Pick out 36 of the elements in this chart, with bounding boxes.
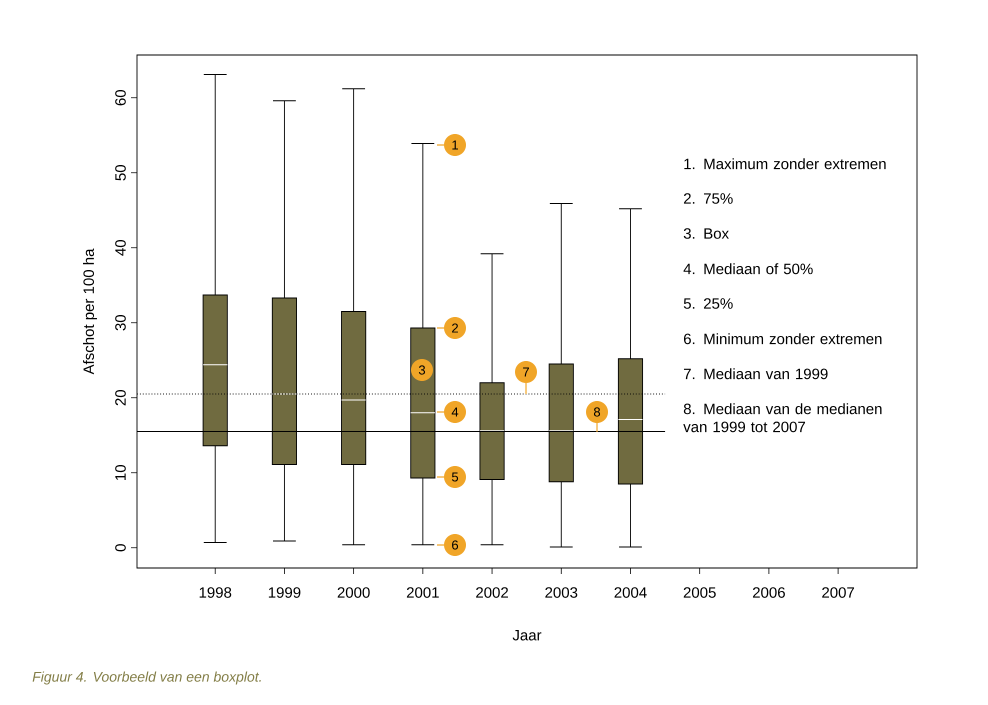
annotation: 4. Mediaan of 50% [684, 263, 813, 274]
y-tick-label: 0 [115, 544, 126, 552]
annotation: 3 [418, 365, 426, 375]
y-tick-label: 20 [115, 390, 126, 406]
y-tick-label: 40 [115, 240, 126, 256]
x-tick-label: 2000 [338, 587, 370, 598]
annotation: 4 [452, 408, 458, 416]
annotation: 1. Maximum zonder extremen [684, 158, 886, 170]
x-tick-label: 1999 [268, 587, 300, 598]
x-tick-label: 1998 [200, 587, 232, 598]
y-tick-label: 50 [115, 165, 126, 180]
y-tick-label: 30 [115, 315, 126, 331]
annotation: 8 [594, 407, 600, 417]
annotation: 8. Mediaan van de medianen van 1999 tot 2007 [683, 403, 882, 432]
annotation: 3. Box [684, 228, 729, 239]
y-axis-title: Afschot per 100 ha [83, 248, 97, 374]
text: Figuur 4. Voorbeeld van een boxplot. [32, 671, 261, 685]
x-tick-label: 2007 [822, 587, 854, 598]
annotation: 5. 25% [684, 298, 733, 309]
y-tick-label: 10 [115, 465, 126, 480]
y-tick-label: 60 [115, 90, 126, 106]
x-tick-label: 2001 [406, 587, 439, 598]
annotation: 6 [452, 540, 458, 550]
annotation: 7 [523, 368, 529, 376]
annotation: 2 [452, 323, 458, 333]
x-tick-label: 2002 [476, 587, 508, 598]
annotation: 2. 75% [684, 193, 733, 204]
x-tick-label: 2004 [614, 587, 647, 598]
x-tick-label: 2003 [545, 587, 578, 598]
x-tick-label: 2005 [684, 587, 716, 598]
x-axis-title: Jaar [512, 630, 542, 640]
annotation: 7. Mediaan van 1999 [684, 368, 828, 380]
annotation: 1 [452, 140, 458, 150]
annotation: 5 [452, 472, 458, 482]
x-tick-label: 2006 [752, 587, 785, 598]
annotation: 6. Minimum zonder extremen [684, 333, 882, 344]
